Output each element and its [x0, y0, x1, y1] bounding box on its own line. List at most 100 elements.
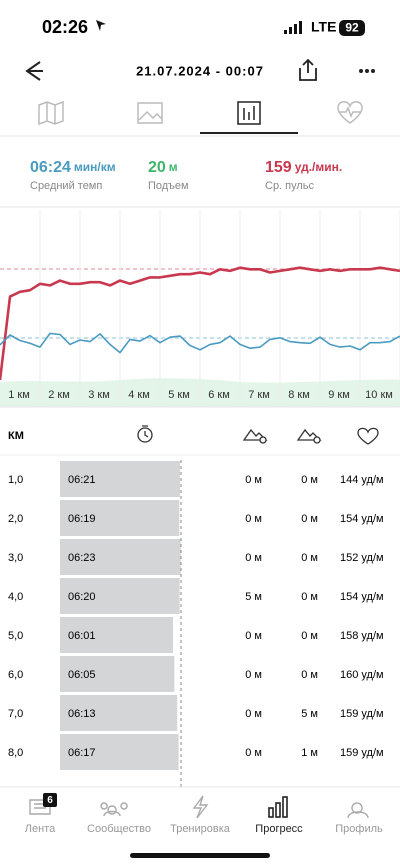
chart: 1 км 2 км 3 км 4 км 5 км 6 км 7 км 8 км 9 км 10 к…: [0, 210, 400, 407]
ascent-cell: 5 м: [245, 591, 262, 603]
ascent-cell: 0 м: [245, 630, 262, 642]
km-cell: 2,0: [8, 513, 23, 525]
network: LTE: [311, 19, 336, 35]
ascent-cell: 0 м: [245, 708, 262, 720]
tab-label[interactable]: Тренировка: [170, 823, 231, 835]
x-tick-label: 2 км: [48, 389, 70, 401]
x-tick-label: 7 км: [248, 389, 270, 401]
status-time: 02:26: [42, 17, 88, 37]
x-tick-label: 6 км: [208, 389, 230, 401]
hr-icon: [357, 427, 379, 445]
hr-cell: 160 уд/м: [340, 669, 384, 681]
x-tick-label: 1 км: [8, 389, 30, 401]
pace-cell: 06:01: [68, 630, 96, 642]
descent-cell: 0 м: [301, 552, 318, 564]
descent-cell: 5 м: [301, 708, 318, 720]
x-tick-label: 10 км: [365, 389, 393, 401]
hr-cell: 144 уд/м: [340, 474, 384, 486]
ascent-cell: 0 м: [245, 513, 262, 525]
pace-icon: [137, 425, 153, 443]
summary-value: 20 м: [148, 159, 178, 176]
home-indicator: [130, 853, 270, 858]
x-tick-label: 9 км: [328, 389, 350, 401]
pace-cell: 06:13: [68, 708, 96, 720]
signal-icon: [284, 21, 302, 34]
descent-cell: 0 м: [301, 591, 318, 603]
more-button[interactable]: [359, 69, 375, 73]
pace-bar: [60, 578, 180, 614]
ascent-cell: 0 м: [245, 669, 262, 681]
column-header: КМ: [8, 430, 24, 442]
heart-tab[interactable]: [337, 101, 363, 124]
hr-cell: 152 уд/м: [340, 552, 384, 564]
pace-cell: 06:19: [68, 513, 96, 525]
summary-label: Подъем: [148, 180, 189, 192]
descent-cell: 0 м: [301, 474, 318, 486]
photo-tab[interactable]: [137, 102, 163, 124]
descent-cell: 0 м: [301, 669, 318, 681]
km-cell: 8,0: [8, 747, 23, 759]
hr-cell: 159 уд/м: [340, 708, 384, 720]
pace-bar: [60, 734, 179, 770]
map-tab[interactable]: [38, 100, 64, 126]
descent-cell: 0 м: [301, 513, 318, 525]
hr-cell: 154 уд/м: [340, 513, 384, 525]
badge: [43, 793, 57, 807]
hr-cell: 159 уд/м: [340, 747, 384, 759]
profile-icon[interactable]: [347, 802, 369, 819]
pace-bar: [60, 656, 175, 692]
summary-value: 06:24 мин/км: [30, 159, 116, 176]
pace-cell: 06:17: [68, 747, 96, 759]
series-line: [0, 332, 400, 354]
km-cell: 3,0: [8, 552, 23, 564]
summary-label: Средний темп: [30, 180, 102, 192]
hr-cell: 154 уд/м: [340, 591, 384, 603]
stats-tab[interactable]: [237, 101, 261, 125]
pace-bar: [60, 539, 181, 575]
x-tick-label: 8 км: [288, 389, 310, 401]
x-tick-label: 3 км: [88, 389, 110, 401]
tab-label[interactable]: Профиль: [335, 823, 383, 835]
series-line: [0, 266, 400, 381]
header-title: 21.07.2024 - 00:07: [136, 63, 264, 78]
pace-cell: 06:21: [68, 474, 96, 486]
table: 1,0 06:21 0 м 0 м 144 уд/м 2,0 06:19 0 м 0 м 154 …: [8, 460, 384, 787]
active-tab-indicator: [200, 132, 298, 134]
km-cell: 7,0: [8, 708, 23, 720]
tab-label[interactable]: Сообщество: [87, 823, 151, 835]
pace-bar: [60, 695, 178, 731]
training-icon[interactable]: [192, 795, 209, 819]
pace-cell: 06:20: [68, 591, 96, 603]
km-cell: 4,0: [8, 591, 23, 603]
pace-bar: [60, 500, 180, 536]
descent-icon: [296, 428, 322, 444]
tab-label[interactable]: Лента: [25, 823, 56, 835]
ascent-cell: 0 м: [245, 474, 262, 486]
descent-cell: 0 м: [301, 630, 318, 642]
location-icon: [96, 20, 106, 31]
back-button[interactable]: [25, 61, 43, 81]
share-button[interactable]: [299, 58, 317, 81]
pace-cell: 06:23: [68, 552, 96, 564]
badge-count: 6: [47, 795, 53, 806]
x-tick-label: 5 км: [168, 389, 190, 401]
ascent-cell: 0 м: [245, 747, 262, 759]
battery-level: 92: [345, 21, 359, 35]
tab-label[interactable]: Прогресс: [255, 823, 303, 835]
descent-cell: 1 м: [301, 747, 318, 759]
ascent-icon: [242, 428, 268, 444]
summary-value: 159 уд./мин.: [265, 159, 342, 176]
progress-icon[interactable]: [268, 796, 288, 818]
hr-cell: 158 уд/м: [340, 630, 384, 642]
km-cell: 5,0: [8, 630, 23, 642]
pace-bar: [60, 617, 173, 653]
community-icon[interactable]: [100, 802, 128, 817]
km-cell: 6,0: [8, 669, 23, 681]
ascent-cell: 0 м: [245, 552, 262, 564]
km-cell: 1,0: [8, 474, 23, 486]
pace-cell: 06:05: [68, 669, 96, 681]
summary-label: Ср. пульс: [265, 180, 315, 192]
battery: [339, 20, 365, 36]
